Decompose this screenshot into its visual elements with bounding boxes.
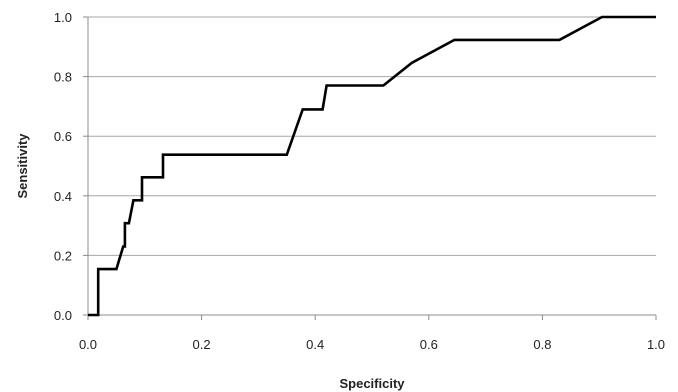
x-tick-label: 0.8 <box>533 337 551 352</box>
x-axis-title: Specificity <box>339 376 405 391</box>
x-tick-label: 0.2 <box>193 337 211 352</box>
y-tick-label: 0.0 <box>54 308 72 323</box>
x-tick-label: 0.6 <box>420 337 438 352</box>
tick-labels: 0.0 0.2 0.4 0.6 0.8 1.0 0.0 0.2 0.4 0.6 0.8 1.0 <box>54 10 665 352</box>
axes <box>83 16 657 320</box>
y-tick-label: 0.4 <box>54 189 72 204</box>
y-tick-label: 0.6 <box>54 129 72 144</box>
y-axis-title: Sensitivity <box>15 133 30 199</box>
x-tick-label: 0.4 <box>306 337 324 352</box>
series-layer <box>88 15 656 317</box>
y-tick-label: 1.0 <box>54 10 72 25</box>
roc-curve-line <box>88 15 656 317</box>
y-tick-label: 0.8 <box>54 70 72 85</box>
grid-lines <box>88 16 656 256</box>
y-tick-label: 0.2 <box>54 248 72 263</box>
x-tick-label: 1.0 <box>647 337 665 352</box>
x-tick-label: 0.0 <box>79 337 97 352</box>
